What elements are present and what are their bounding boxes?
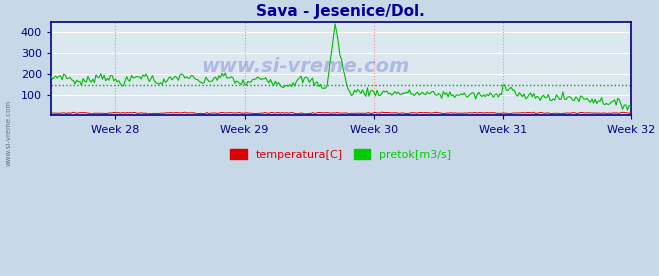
Text: www.si-vreme.com: www.si-vreme.com — [202, 57, 410, 76]
Text: www.si-vreme.com: www.si-vreme.com — [5, 99, 12, 166]
Title: Sava - Jesenice/Dol.: Sava - Jesenice/Dol. — [256, 4, 425, 19]
Legend: temperatura[C], pretok[m3/s]: temperatura[C], pretok[m3/s] — [225, 145, 456, 164]
